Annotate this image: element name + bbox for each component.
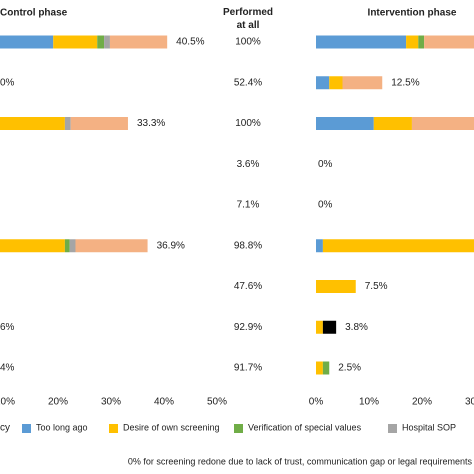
value-label: 40.5% — [176, 37, 204, 48]
bar-segment — [342, 76, 383, 90]
value-label: 0% — [318, 159, 333, 170]
panel-title: Intervention phase — [368, 8, 457, 19]
performed-value: 100% — [235, 118, 261, 129]
bar-segment — [0, 35, 54, 49]
value-label: 3.8% — [345, 322, 368, 333]
x-tick-label: 30% — [465, 397, 474, 408]
performed-value: 7.1% — [237, 200, 260, 211]
x-tick-label: 20% — [48, 397, 68, 408]
bar-segment — [109, 35, 168, 49]
legend-label: Desire of own screening — [123, 422, 220, 432]
value-label: 0% — [318, 200, 333, 211]
legend-label: cy — [0, 423, 10, 434]
legend-label: Hospital SOP — [402, 422, 456, 432]
bar-segment — [322, 239, 474, 253]
legend-swatch — [388, 424, 397, 433]
bar-segment — [418, 35, 425, 49]
value-label: 7.5% — [365, 281, 388, 292]
x-tick-label: 50% — [207, 397, 227, 408]
x-tick-label: 0% — [309, 397, 324, 408]
panel-title: Control phase — [0, 8, 68, 19]
value-label: 2.5% — [338, 363, 361, 374]
performed-value: 92.9% — [234, 322, 262, 333]
bar-segment — [316, 320, 323, 334]
value-label: 6% — [0, 322, 15, 333]
bar-segment — [316, 280, 356, 293]
bar-segment — [406, 35, 419, 49]
value-label: 0% — [0, 77, 15, 88]
bar-segment — [329, 76, 343, 90]
bar-segment — [322, 361, 330, 375]
value-label: 33.3% — [137, 118, 165, 129]
bar-segment — [69, 239, 76, 253]
x-tick-label: 40% — [154, 397, 174, 408]
bar-segment — [373, 117, 412, 130]
bar-segment — [0, 239, 65, 253]
performed-value: 3.6% — [237, 159, 260, 170]
bar-segment — [53, 35, 98, 49]
bar-segment — [411, 117, 474, 130]
legend-swatch — [109, 424, 118, 433]
value-label: 12.5% — [391, 77, 419, 88]
x-tick-label: 10% — [0, 397, 15, 408]
legend-label: Verification of special values — [248, 422, 362, 432]
column-title: Performed at all — [223, 7, 273, 31]
bar-segment — [97, 35, 105, 49]
x-tick-label: 30% — [101, 397, 121, 408]
bar-segment — [70, 117, 128, 130]
footnote: 0% for screening redone due to lack of t… — [128, 456, 473, 466]
performed-value: 91.7% — [234, 363, 262, 374]
legend-label: Too long ago — [36, 422, 88, 432]
bar-segment — [424, 35, 474, 49]
bar-segment — [64, 239, 70, 253]
bar-segment — [0, 117, 65, 130]
legend-swatch — [234, 424, 243, 433]
bar-segment — [75, 239, 148, 253]
value-label: 4% — [0, 363, 15, 374]
performed-value: 52.4% — [234, 77, 262, 88]
bar-segment — [104, 35, 110, 49]
bar-segment — [322, 320, 337, 334]
performed-value: 100% — [235, 37, 261, 48]
legend-swatch — [22, 424, 31, 433]
performed-value: 98.8% — [234, 240, 262, 251]
x-tick-label: 10% — [359, 397, 379, 408]
bar-segment — [316, 361, 323, 375]
value-label: 36.9% — [157, 240, 185, 251]
bar-segment — [316, 239, 323, 253]
performed-value: 47.6% — [234, 281, 262, 292]
bar-segment — [316, 76, 330, 90]
bar-segment — [316, 35, 407, 49]
bar-segment — [316, 117, 374, 130]
x-tick-label: 20% — [412, 397, 432, 408]
bar-segment — [64, 117, 71, 130]
